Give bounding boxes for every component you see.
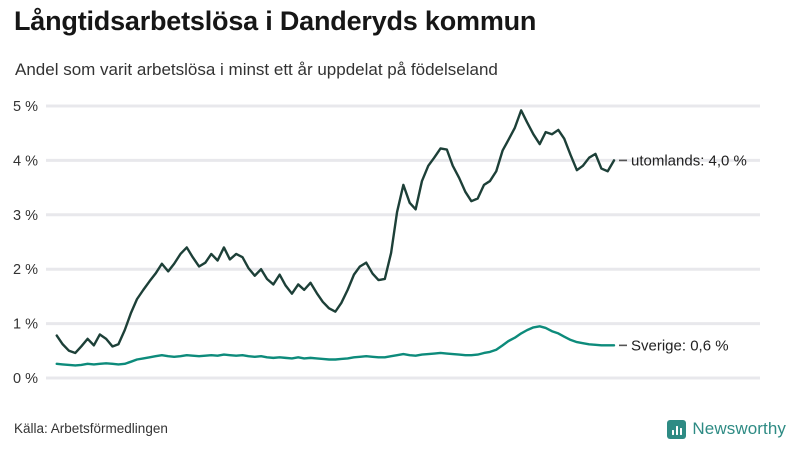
brand-name: Newsworthy	[692, 419, 786, 438]
y-axis-tick-label: 1 %	[13, 317, 38, 333]
line-chart-svg: 0 %1 %2 %3 %4 %5 %201020152020jun 2023ut…	[13, 99, 760, 387]
bar-chart-icon	[667, 419, 687, 439]
source-note: Källa: Arbetsförmedlingen	[14, 421, 168, 436]
series-line-sverige	[55, 325, 616, 367]
chart-subtitle: Andel som varit arbetslösa i minst ett å…	[15, 60, 498, 79]
page-title: Långtidsarbetslösa i Danderyds kommun	[14, 6, 537, 36]
series-label-utomlands: utomlands: 4,0 %	[631, 152, 747, 169]
series-label-sverige: Sverige: 0,6 %	[631, 337, 729, 354]
chart-plot-area: 0 %1 %2 %3 %4 %5 %201020152020jun 2023ut…	[0, 90, 800, 390]
series-line-utomlands	[55, 109, 616, 355]
y-axis-tick-label: 2 %	[13, 262, 38, 278]
y-axis-tick-label: 4 %	[13, 153, 38, 169]
y-axis-tick-label: 5 %	[13, 99, 38, 115]
y-axis-tick-label: 0 %	[13, 371, 38, 387]
y-axis-tick-label: 3 %	[13, 208, 38, 224]
newsworthy-logo: Newsworthy	[667, 419, 786, 439]
